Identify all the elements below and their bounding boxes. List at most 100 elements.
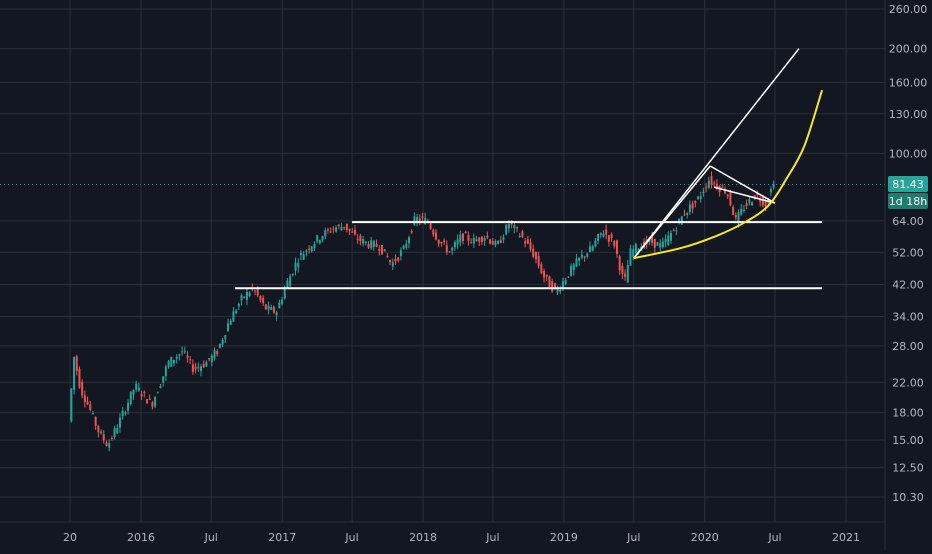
candle	[297, 258, 300, 273]
y-tick-label: 42.00	[892, 279, 924, 292]
candle	[237, 302, 240, 310]
candle-body	[235, 310, 238, 314]
candle	[262, 295, 265, 306]
candle-body	[216, 351, 219, 355]
candle	[218, 343, 221, 349]
y-tick-label: 64.00	[892, 215, 924, 228]
candle-body	[137, 387, 140, 391]
candle	[108, 439, 111, 452]
candle-body	[726, 194, 729, 197]
candle	[83, 390, 86, 408]
candle-body	[94, 417, 97, 426]
candle	[389, 259, 392, 265]
candle-body	[683, 214, 686, 216]
candle	[243, 296, 246, 299]
candle-body	[294, 262, 297, 271]
candle	[564, 277, 567, 286]
candle	[299, 250, 302, 260]
candle	[524, 237, 527, 248]
candle	[129, 391, 132, 406]
candle	[613, 239, 616, 249]
candle-body	[713, 182, 716, 184]
candle-body	[734, 215, 737, 218]
candle-body	[183, 351, 186, 353]
candle-body	[140, 394, 143, 397]
candle	[597, 233, 600, 245]
candle	[240, 293, 243, 306]
candle	[413, 212, 416, 226]
candle	[221, 337, 224, 348]
candle	[140, 390, 143, 401]
candle-body	[580, 254, 583, 258]
candle	[532, 244, 535, 259]
price-axis[interactable]: 260.00 200.00 160.00 130.00 100.00 64.00 52.00…	[889, 3, 928, 504]
candle	[380, 244, 383, 256]
candle	[624, 269, 627, 281]
candle	[316, 234, 319, 244]
candle-body	[148, 398, 151, 400]
candle	[407, 235, 410, 249]
candle	[197, 362, 200, 372]
candle	[734, 212, 737, 221]
candle	[353, 225, 356, 236]
candle-body	[615, 240, 618, 254]
candle	[370, 236, 373, 250]
candle	[278, 299, 281, 309]
countdown-badge	[888, 193, 928, 209]
candle	[594, 238, 597, 248]
candle	[291, 273, 294, 277]
x-tick-label: 2016	[127, 531, 155, 544]
candle-body	[313, 243, 316, 249]
candle	[464, 230, 467, 234]
candle	[286, 277, 289, 289]
candle	[729, 189, 732, 207]
last-price-badge	[888, 176, 928, 192]
candle	[688, 200, 691, 216]
candle-body	[375, 243, 378, 247]
candle-body	[451, 247, 454, 251]
candle-body	[518, 235, 521, 237]
candle	[200, 364, 203, 377]
candle-body	[302, 254, 305, 260]
candle-body	[602, 233, 605, 237]
candle	[232, 306, 235, 322]
candle-body	[586, 253, 589, 257]
y-tick-label: 28.00	[892, 340, 924, 353]
candle-body	[575, 258, 578, 267]
candle	[705, 183, 708, 193]
candle-body	[310, 246, 313, 252]
candle	[181, 346, 184, 356]
candle-body	[237, 303, 240, 307]
candle-body	[297, 262, 300, 268]
time-axis[interactable]: 20 2016 Jul 2017 Jul 2018 Jul 2019 Jul 2020 Jul 202…	[63, 531, 860, 544]
candle-body	[499, 240, 502, 243]
candle-body	[380, 244, 383, 255]
candle	[602, 230, 605, 238]
candle	[694, 200, 697, 208]
candle	[73, 356, 76, 395]
candle	[367, 241, 370, 249]
candle	[391, 258, 394, 271]
candle	[505, 223, 508, 236]
candle	[629, 244, 632, 266]
candle	[102, 430, 105, 444]
candle-body	[86, 401, 89, 405]
candle	[302, 250, 305, 261]
candle-body	[448, 251, 451, 253]
candle	[189, 355, 192, 364]
candle	[545, 274, 548, 282]
x-tick-label: 2017	[268, 531, 296, 544]
candle-body	[351, 231, 354, 233]
candle-body	[181, 351, 184, 353]
candle-body	[172, 359, 175, 364]
candle	[100, 429, 103, 435]
candle	[551, 278, 554, 294]
candle	[416, 214, 419, 227]
candle-body	[399, 250, 402, 257]
candle-body	[264, 304, 267, 310]
candle	[121, 407, 124, 420]
candle-body	[475, 239, 478, 242]
candle-body	[391, 262, 394, 267]
